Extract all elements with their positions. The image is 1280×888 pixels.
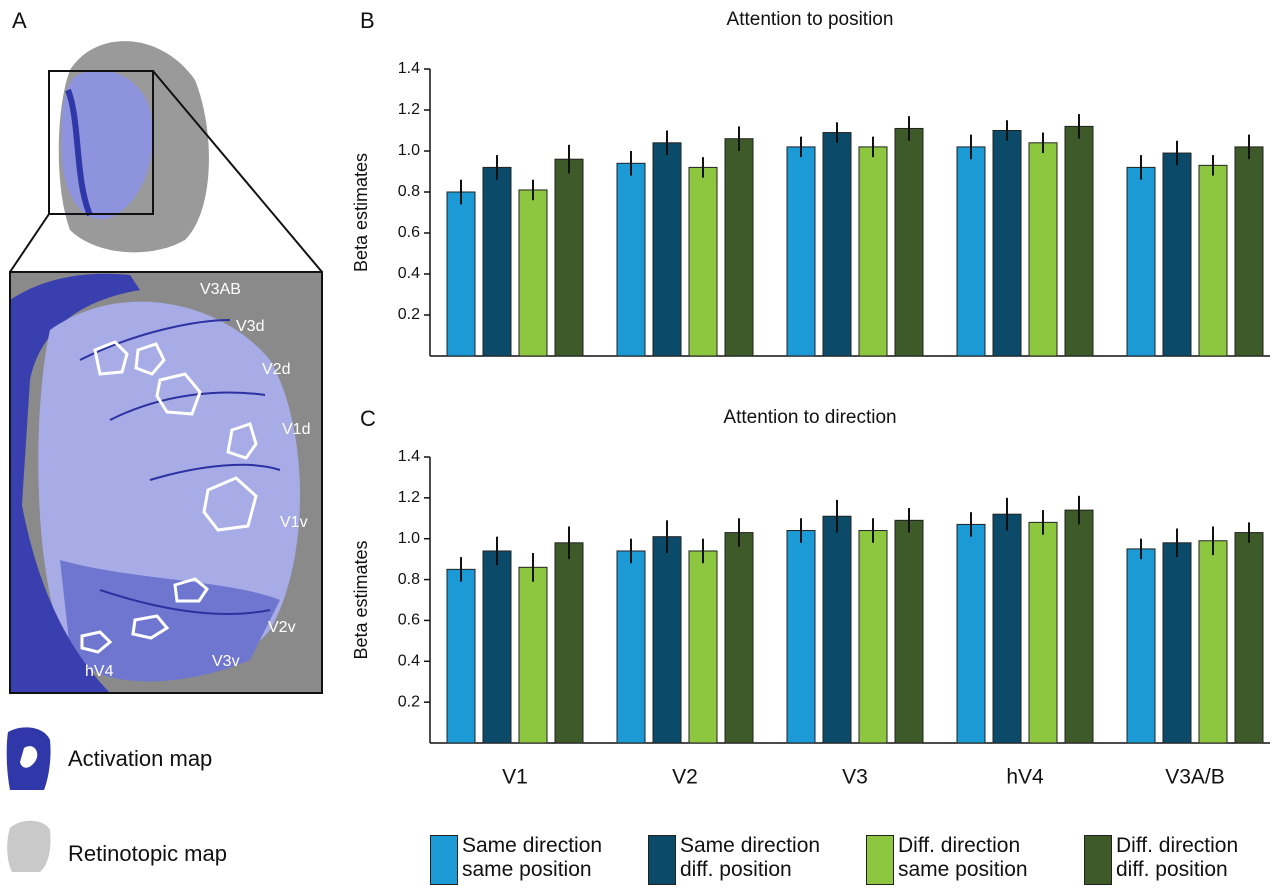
bar: [859, 147, 887, 356]
y-tick-label: 0.6: [398, 612, 420, 629]
panel-label: C: [360, 406, 376, 431]
bar: [823, 133, 851, 356]
legend-label: Same direction diff. position: [680, 834, 820, 882]
bar: [993, 514, 1021, 743]
y-axis-label: Beta estimates: [351, 540, 371, 659]
y-tick-label: 1.0: [398, 142, 420, 159]
bar: [1065, 510, 1093, 743]
bar: [1127, 167, 1155, 356]
panel-label: A: [12, 8, 27, 33]
bar: [447, 569, 475, 743]
legend-swatch: [866, 835, 894, 885]
bar: [1235, 533, 1263, 743]
bar: [1029, 522, 1057, 743]
y-tick-label: 1.0: [398, 530, 420, 547]
legend-swatch: [1084, 835, 1112, 885]
y-tick-label: 0.2: [398, 693, 420, 710]
bar: [555, 159, 583, 356]
area-label: V2v: [268, 619, 296, 636]
bar: [617, 551, 645, 743]
bar: [895, 128, 923, 356]
map-legend-label: Retinotopic map: [68, 841, 227, 866]
bar: [1163, 543, 1191, 743]
bar: [1127, 549, 1155, 743]
bar: [1065, 126, 1093, 356]
bar: [519, 567, 547, 743]
y-tick-label: 1.4: [398, 448, 420, 465]
bar: [1029, 143, 1057, 356]
y-tick-label: 1.4: [398, 60, 420, 77]
y-tick-label: 0.8: [398, 183, 420, 200]
y-tick-label: 0.4: [398, 265, 420, 282]
legend-swatch: [648, 835, 676, 885]
bar: [483, 551, 511, 743]
area-label: V3AB: [200, 281, 241, 298]
y-axis-label: Beta estimates: [351, 153, 371, 272]
chart-title: Attention to direction: [723, 407, 896, 428]
legend-label: Diff. direction same position: [898, 834, 1028, 882]
y-tick-label: 0.4: [398, 653, 420, 670]
y-tick-label: 1.2: [398, 489, 420, 506]
x-tick-label: hV4: [1006, 766, 1044, 789]
bar: [787, 147, 815, 356]
bar: [483, 167, 511, 356]
x-tick-label: V3A/B: [1165, 766, 1225, 789]
panel-label: B: [360, 8, 375, 33]
bar: [993, 131, 1021, 357]
area-label: hV4: [85, 663, 114, 680]
bar: [1163, 153, 1191, 356]
legend-swatch: [430, 835, 458, 885]
area-label: V1v: [280, 514, 308, 531]
bar: [895, 520, 923, 743]
legend-label: Same direction same position: [462, 834, 602, 882]
bar: [555, 543, 583, 743]
bar: [957, 147, 985, 356]
bar: [725, 139, 753, 356]
bar: [957, 524, 985, 743]
bar: [1199, 165, 1227, 356]
area-label: V1d: [282, 421, 310, 438]
bar: [653, 143, 681, 356]
retinotopic-icon: [7, 821, 50, 872]
legend-label: Diff. direction diff. position: [1116, 834, 1238, 882]
x-tick-label: V3: [842, 766, 868, 789]
chart-title: Attention to position: [727, 9, 894, 30]
y-tick-label: 0.6: [398, 224, 420, 241]
area-label: V3v: [212, 653, 240, 670]
bar: [689, 167, 717, 356]
bar: [1199, 541, 1227, 743]
bar: [689, 551, 717, 743]
bar: [823, 516, 851, 743]
bar: [787, 531, 815, 743]
x-tick-label: V1: [502, 766, 528, 789]
bar: [725, 533, 753, 743]
bar: [519, 190, 547, 356]
y-tick-label: 0.8: [398, 571, 420, 588]
bar: [447, 192, 475, 356]
figure: A Activation map Reti: [0, 0, 1280, 888]
y-tick-label: 0.2: [398, 306, 420, 323]
x-tick-label: V2: [672, 766, 698, 789]
area-label: V2d: [262, 361, 290, 378]
area-label: V3d: [236, 318, 264, 335]
bar: [653, 537, 681, 743]
bar: [1235, 147, 1263, 356]
bar: [859, 531, 887, 743]
brain-overview: [10, 41, 322, 272]
chart: A Activation map Reti: [0, 0, 1280, 888]
bar: [617, 163, 645, 356]
y-tick-label: 1.2: [398, 101, 420, 118]
map-legend-label: Activation map: [68, 746, 212, 771]
